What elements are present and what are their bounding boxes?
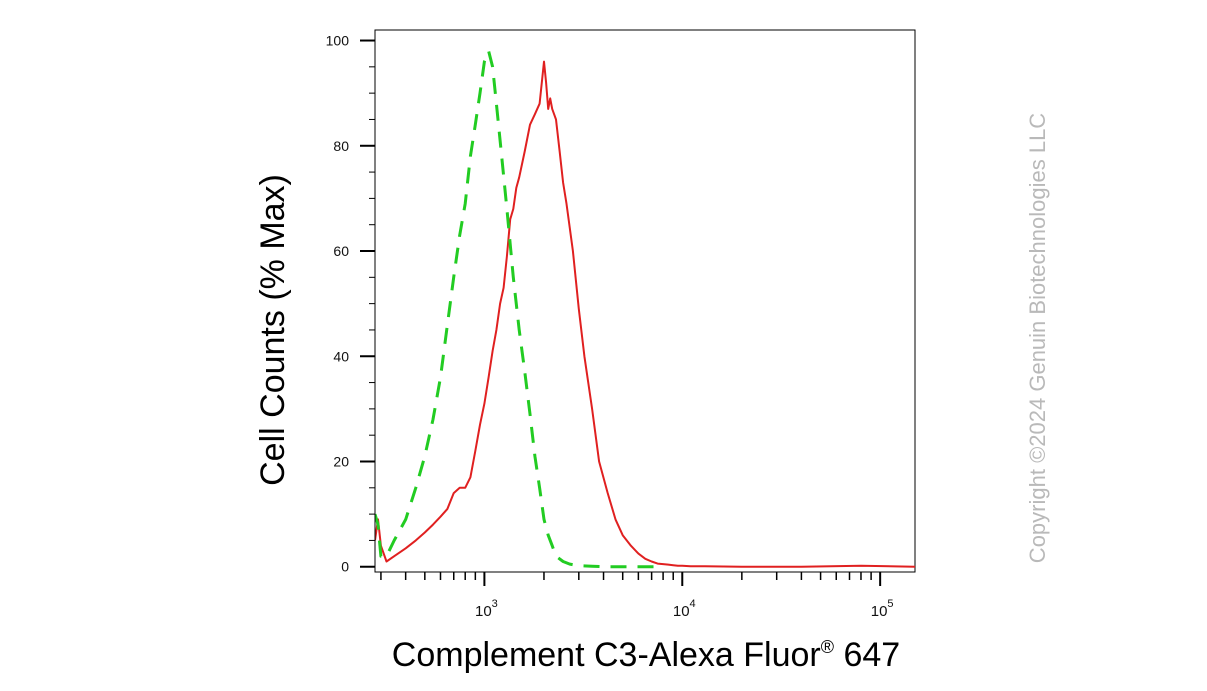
series-layer: [375, 49, 915, 569]
histogram-series-dashed: [375, 49, 664, 569]
y-tick-label: 100: [326, 33, 350, 49]
y-tick-label: 60: [333, 243, 349, 259]
plot-area: [374, 29, 916, 573]
x-axis-title: Complement C3-Alexa Fluor® 647: [392, 636, 900, 674]
y-tick-label: 0: [341, 559, 349, 575]
y-tick-label: 40: [333, 348, 349, 364]
x-axis-title-tail: 647: [834, 636, 900, 674]
x-axis-title-registered-mark: ®: [821, 637, 834, 657]
y-tick-label: 20: [333, 453, 349, 469]
y-axis-title: Cell Counts (% Max): [254, 174, 292, 486]
x-axis-title-main: Complement C3-Alexa Fluor: [392, 636, 821, 674]
histogram-series-solid: [375, 60, 915, 568]
y-axis: 0 20 40 60 80 100: [326, 30, 376, 575]
x-tick-label: 105: [871, 598, 894, 620]
x-tick-label: 104: [673, 598, 696, 620]
copyright-notice: Copyright ©2024 Genuin Biotechnologies L…: [1025, 113, 1050, 564]
x-axis: 103 104 105: [380, 572, 894, 620]
x-tick-label: 103: [475, 598, 498, 620]
y-tick-label: 80: [333, 138, 349, 154]
